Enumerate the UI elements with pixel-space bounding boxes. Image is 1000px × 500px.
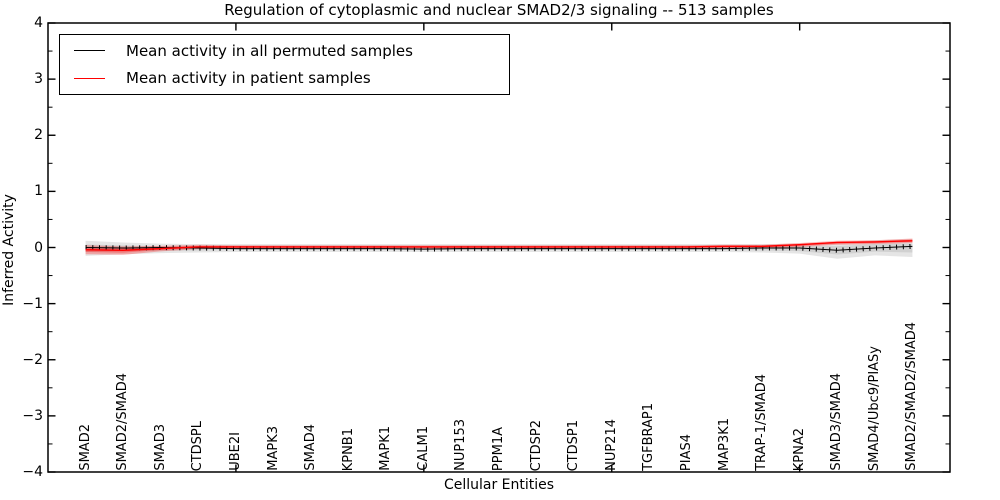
y-tick-label: 2 [34,127,43,144]
legend-entry-permuted: Mean activity in all permuted samples [60,38,509,64]
y-tick-label: −2 [22,351,43,368]
chart-title: Regulation of cytoplasmic and nuclear SM… [224,1,774,19]
x-category-label: TRAP-1/SMAD4 [754,374,770,471]
x-category-label: MAP3K1 [716,417,732,471]
x-category-label: NUP153 [453,419,469,471]
x-category-label: KPNB1 [340,427,356,471]
legend-label-permuted: Mean activity in all permuted samples [126,41,413,60]
legend-entry-patient: Mean activity in patient samples [60,65,509,91]
x-category-label: SMAD3/SMAD4 [829,373,845,471]
x-category-label: CALM1 [415,426,431,471]
y-tick-label: −1 [22,295,43,312]
x-category-label: MAPK3 [265,426,281,471]
x-category-label: SMAD2/SMAD4 [115,373,131,471]
x-category-label: CTDSP1 [566,419,582,471]
x-category-label: CTDSPL [190,420,206,471]
x-category-label: CTDSP2 [528,419,544,471]
x-category-label: SMAD2 [77,424,93,471]
y-tick-label: 4 [34,15,43,31]
legend-line-red-icon [74,77,105,79]
x-category-label: TGFBRAP1 [641,403,657,471]
legend-label-patient: Mean activity in patient samples [126,69,371,88]
x-category-label: SMAD4/Ubc9/PIASy [866,345,882,471]
legend: Mean activity in all permuted samples Me… [59,34,510,95]
y-tick-label: −3 [22,407,43,424]
x-category-label: PPM1A [491,426,506,471]
x-axis-label: Cellular Entities [443,477,555,493]
y-tick-label: 0 [34,239,43,256]
x-category-label: SMAD4 [303,424,319,471]
y-tick-label: 3 [34,71,43,88]
legend-line-black-icon [74,50,105,52]
x-category-label: UBE2I [227,432,243,471]
x-category-label: SMAD3 [152,424,168,471]
y-tick-label: −4 [22,464,43,480]
y-tick-label: 1 [34,183,43,200]
x-category-label: MAPK1 [378,426,394,471]
x-category-label: KPNA2 [791,427,807,471]
x-category-label: PIAS4 [678,433,694,471]
x-category-label: NUP214 [603,419,619,471]
x-category-label: SMAD2/SMAD2/SMAD4 [904,322,920,471]
